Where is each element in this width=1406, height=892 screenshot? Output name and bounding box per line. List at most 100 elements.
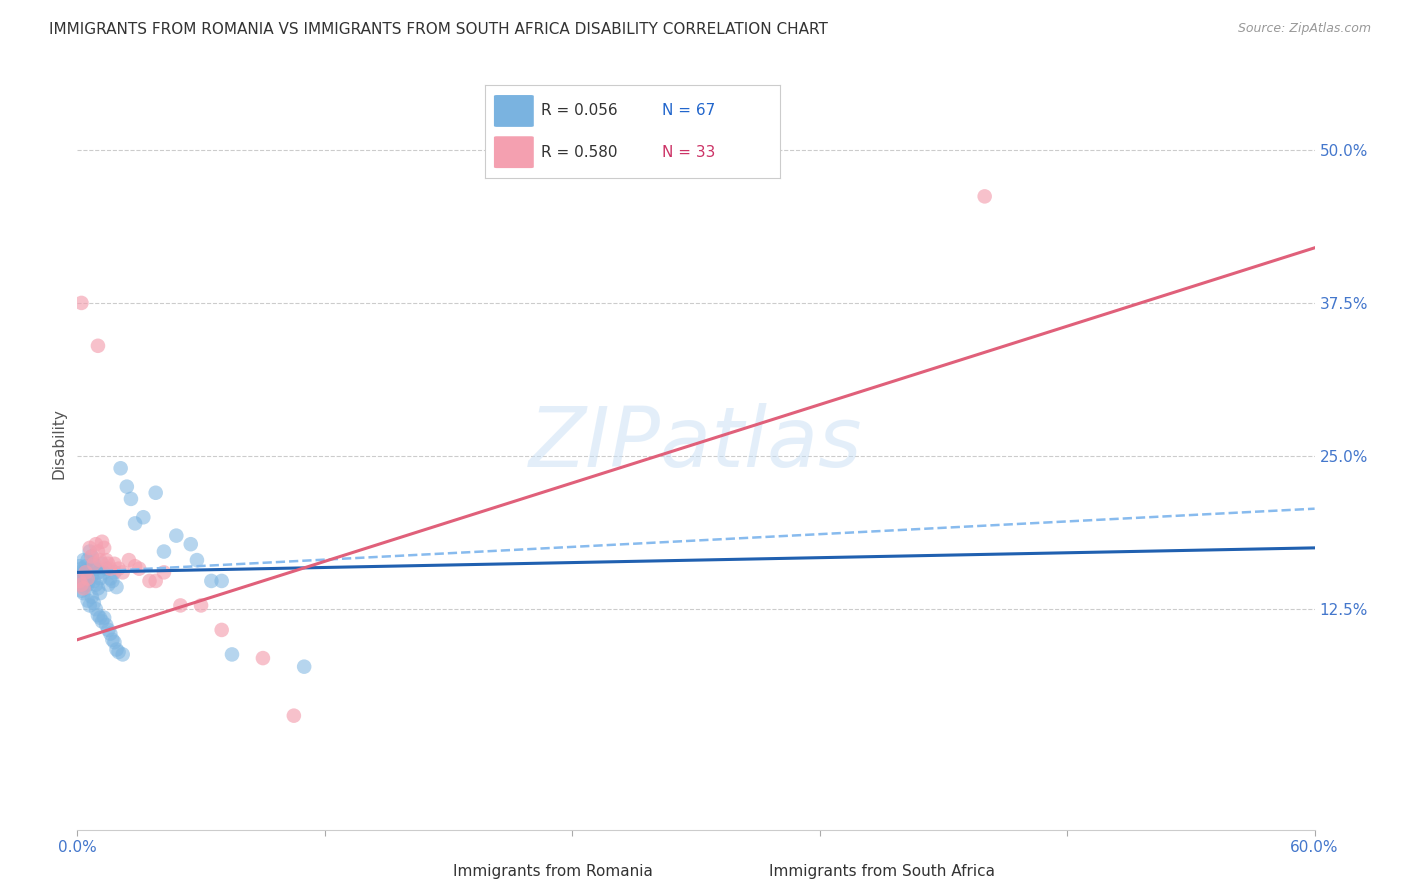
Point <box>107 562 129 576</box>
Point <box>76 572 98 586</box>
Point <box>98 562 121 576</box>
Point <box>79 599 101 613</box>
Point <box>76 577 98 591</box>
FancyBboxPatch shape <box>494 95 534 127</box>
Text: R = 0.580: R = 0.580 <box>541 145 617 160</box>
Point <box>101 632 124 647</box>
Point <box>91 534 114 549</box>
Point <box>67 575 90 590</box>
Point <box>91 615 114 629</box>
Point <box>211 623 233 637</box>
Point <box>80 549 103 564</box>
Point <box>105 642 128 657</box>
Point <box>84 562 107 576</box>
Point <box>91 557 114 571</box>
Point <box>67 566 90 580</box>
Point <box>98 626 121 640</box>
Point <box>97 557 120 571</box>
Point <box>973 189 995 203</box>
Point <box>70 562 93 576</box>
Point <box>221 648 243 662</box>
Point <box>89 610 111 624</box>
Point <box>292 659 315 673</box>
Point <box>96 553 118 567</box>
Point <box>87 544 110 558</box>
Point <box>124 516 146 531</box>
Point <box>83 557 105 571</box>
Point <box>103 557 125 571</box>
Text: N = 67: N = 67 <box>662 103 716 119</box>
Point <box>79 562 101 576</box>
FancyBboxPatch shape <box>494 136 534 168</box>
Point <box>98 572 121 586</box>
Point <box>79 541 101 555</box>
Point <box>132 510 155 524</box>
Point <box>169 599 191 613</box>
Point <box>97 577 120 591</box>
Point <box>83 574 105 588</box>
Point <box>283 708 305 723</box>
Point <box>80 590 103 604</box>
Point <box>67 559 90 574</box>
Point <box>138 574 160 588</box>
Text: Immigrants from Romania: Immigrants from Romania <box>453 864 652 879</box>
Point <box>153 566 176 580</box>
Point <box>165 528 187 542</box>
Point <box>190 599 212 613</box>
Point <box>186 553 208 567</box>
Point <box>89 553 111 567</box>
Point <box>72 553 94 567</box>
Point <box>83 596 105 610</box>
Point <box>72 566 94 580</box>
Point <box>145 485 167 500</box>
Text: ZIPatlas: ZIPatlas <box>529 403 863 484</box>
Point <box>128 562 150 576</box>
Text: N = 33: N = 33 <box>662 145 716 160</box>
Text: IMMIGRANTS FROM ROMANIA VS IMMIGRANTS FROM SOUTH AFRICA DISABILITY CORRELATION C: IMMIGRANTS FROM ROMANIA VS IMMIGRANTS FR… <box>49 22 828 37</box>
Text: R = 0.056: R = 0.056 <box>541 103 617 119</box>
Point <box>67 574 90 588</box>
Point <box>97 623 120 637</box>
Point <box>87 608 110 623</box>
Point <box>89 586 111 600</box>
Point <box>76 593 98 607</box>
Point <box>96 562 118 576</box>
Point <box>200 574 222 588</box>
Point <box>89 572 111 586</box>
Point <box>252 651 274 665</box>
Point <box>70 574 93 588</box>
Point <box>101 574 124 588</box>
Point <box>111 566 134 580</box>
Point <box>70 577 93 591</box>
Point <box>93 566 115 580</box>
Point <box>75 566 97 580</box>
Point <box>87 566 110 580</box>
Point <box>120 491 142 506</box>
Point <box>80 569 103 583</box>
Point <box>79 544 101 558</box>
Point <box>84 537 107 551</box>
Point <box>93 541 115 555</box>
Point <box>211 574 233 588</box>
Text: Immigrants from South Africa: Immigrants from South Africa <box>769 864 995 879</box>
Point <box>87 339 110 353</box>
Point <box>84 577 107 591</box>
Point <box>75 569 97 583</box>
Point <box>110 461 132 475</box>
Point <box>93 610 115 624</box>
Point <box>72 586 94 600</box>
Point <box>76 553 98 567</box>
Point <box>83 557 105 571</box>
Point <box>96 618 118 632</box>
Point <box>111 648 134 662</box>
Point <box>103 566 125 580</box>
Point <box>72 580 94 594</box>
Point <box>75 577 97 591</box>
Point <box>153 544 176 558</box>
Point <box>72 582 94 596</box>
Y-axis label: Disability: Disability <box>51 409 66 479</box>
Point <box>80 549 103 564</box>
Text: Source: ZipAtlas.com: Source: ZipAtlas.com <box>1237 22 1371 36</box>
Point <box>107 645 129 659</box>
Point <box>124 559 146 574</box>
